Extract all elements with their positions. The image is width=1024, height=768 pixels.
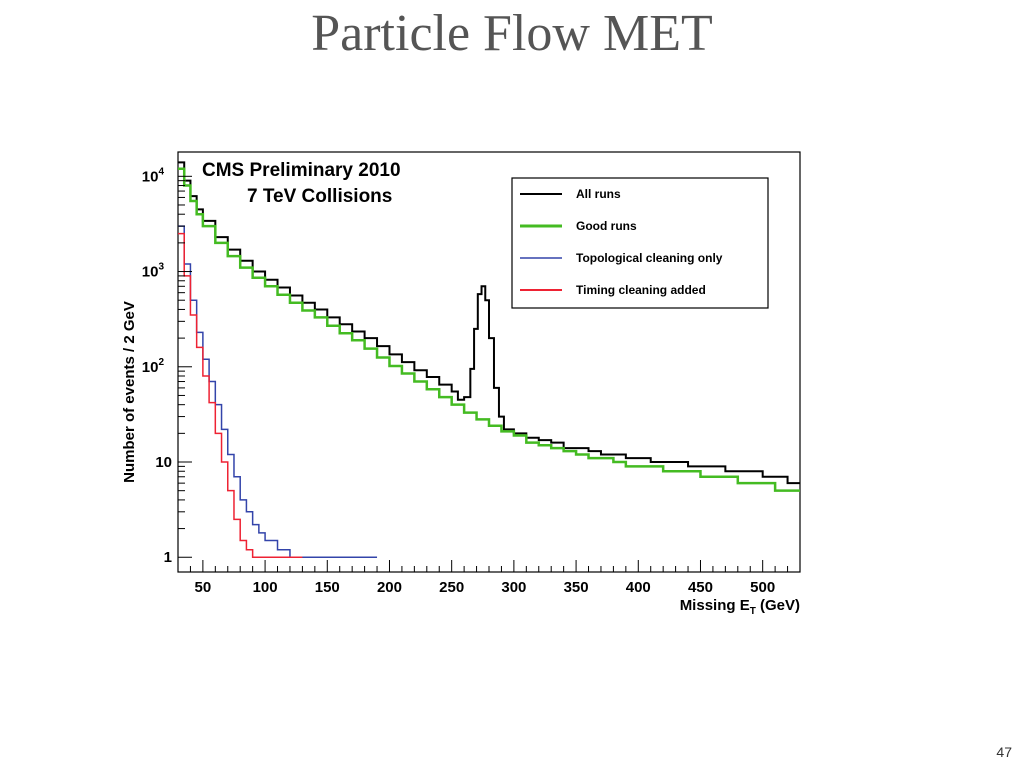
- annotation-line-1: CMS Preliminary 2010: [202, 160, 401, 181]
- axis-layer: 50 100 150 200 250 300 350 400 450 500 1 10 102 103 10…: [142, 166, 801, 596]
- legend: All runs Good runs Topological cleaning …: [511, 177, 769, 309]
- y-axis-label: Number of events / 2 GeV: [121, 301, 138, 483]
- legend-label-good-runs: Good runs: [576, 219, 637, 233]
- x-tick-label-100: 100: [253, 579, 278, 596]
- x-tick-label-200: 200: [377, 579, 402, 596]
- x-tick-label-500: 500: [750, 579, 775, 596]
- legend-label-topological: Topological cleaning only: [576, 251, 723, 265]
- x-tick-label-150: 150: [315, 579, 340, 596]
- x-tick-label-300: 300: [501, 579, 526, 596]
- x-tick-label-250: 250: [439, 579, 464, 596]
- page-number: 47: [996, 744, 1012, 760]
- x-axis-label-main: Missing E: [680, 597, 750, 614]
- annotation-line-2: 7 TeV Collisions: [247, 186, 392, 207]
- y-tick-label-100: 102: [142, 357, 165, 376]
- series-good-runs: [178, 167, 800, 492]
- y-tick-label-10: 10: [155, 454, 172, 471]
- slide-title: Particle Flow MET: [311, 5, 713, 62]
- x-tick-label-450: 450: [688, 579, 713, 596]
- met-chart: 50 100 150 200 250 300 350 400 450 500 1 10 102 103 10…: [110, 140, 810, 620]
- x-tick-label-400: 400: [626, 579, 651, 596]
- x-axis-label: Missing ET (GeV): [680, 597, 800, 617]
- x-tick-label-350: 350: [564, 579, 589, 596]
- x-axis-label-unit-text: (GeV): [760, 597, 800, 614]
- legend-box: [511, 177, 769, 309]
- legend-label-all-runs: All runs: [576, 187, 621, 201]
- y-tick-label-10000: 104: [142, 166, 165, 185]
- annotation-layer: CMS Preliminary 2010 7 TeV Collisions: [202, 160, 401, 207]
- series-timing-cleaning-added: [178, 232, 303, 558]
- x-axis-label-sub: T: [750, 606, 756, 617]
- y-tick-label-1000: 103: [142, 262, 165, 281]
- legend-label-timing: Timing cleaning added: [576, 283, 706, 297]
- x-tick-label-50: 50: [195, 579, 212, 596]
- y-tick-label-1: 1: [164, 549, 172, 566]
- series-layer: [178, 161, 800, 558]
